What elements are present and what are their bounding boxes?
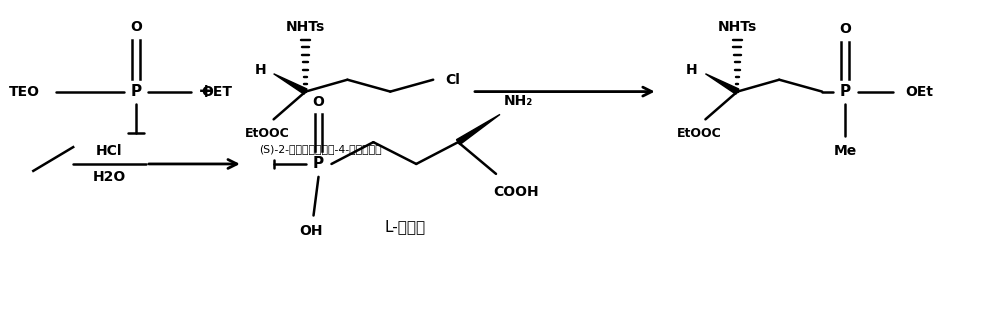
Text: NHTs: NHTs [286, 20, 325, 34]
Text: H: H [255, 63, 266, 77]
Text: O: O [839, 22, 851, 36]
Text: OEt: OEt [905, 85, 933, 99]
Text: EtOOC: EtOOC [677, 127, 722, 140]
Text: NH₂: NH₂ [503, 93, 533, 108]
Text: L-草胺膚: L-草胺膚 [385, 219, 426, 234]
Polygon shape [705, 74, 739, 94]
Text: EtOOC: EtOOC [245, 127, 290, 140]
Text: TEO: TEO [9, 85, 40, 99]
Text: OH: OH [299, 224, 322, 238]
Text: +: + [198, 82, 214, 101]
Polygon shape [456, 115, 500, 145]
Text: (S)-2-对甲苯磺酰氨基-4-氯丁酸乙酷: (S)-2-对甲苯磺酰氨基-4-氯丁酸乙酷 [259, 144, 382, 154]
Text: P: P [130, 84, 142, 99]
Text: OET: OET [201, 85, 232, 99]
Text: P: P [313, 156, 324, 171]
Text: NHTs: NHTs [718, 20, 757, 34]
Polygon shape [274, 74, 307, 94]
Text: P: P [839, 84, 851, 99]
Text: H: H [686, 63, 697, 77]
Text: O: O [130, 20, 142, 34]
Text: COOH: COOH [493, 185, 539, 199]
Text: Me: Me [833, 144, 857, 158]
Text: HCl: HCl [96, 144, 122, 158]
Text: H2O: H2O [92, 170, 126, 184]
Text: O: O [313, 94, 324, 108]
Text: Cl: Cl [446, 73, 461, 87]
